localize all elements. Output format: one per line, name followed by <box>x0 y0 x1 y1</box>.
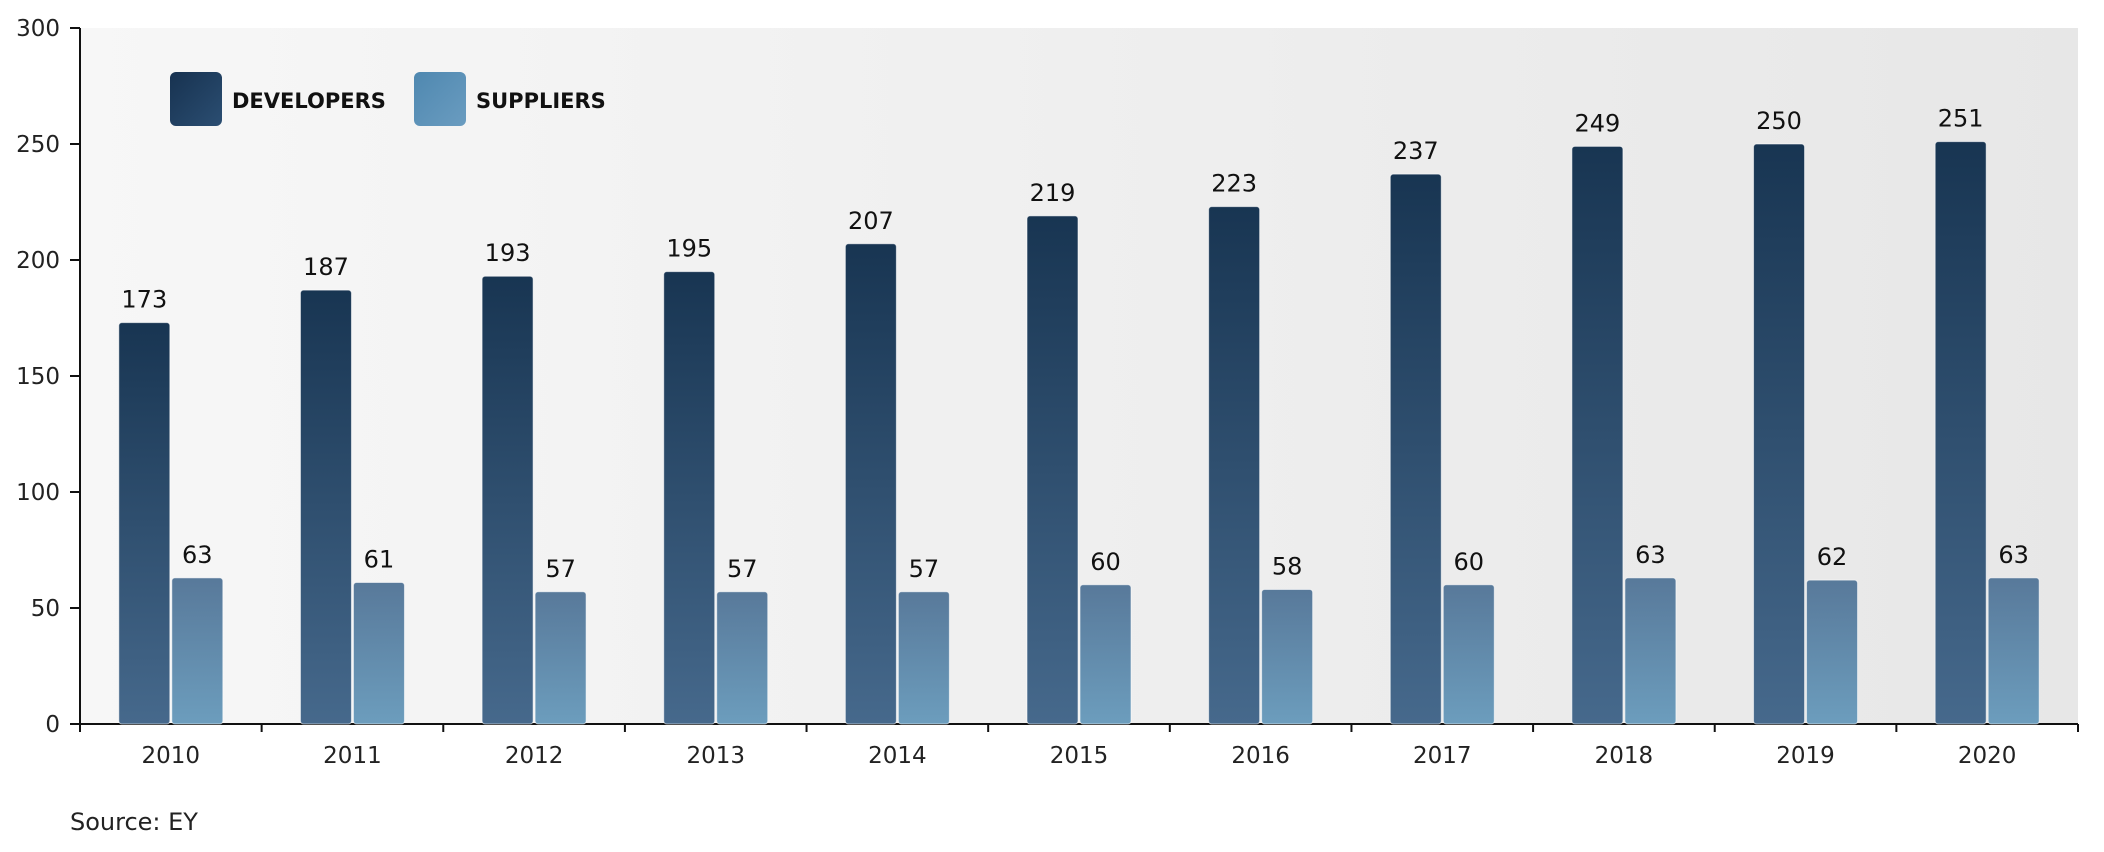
suppliers-value-label: 63 <box>182 541 213 569</box>
suppliers-bar <box>171 577 224 725</box>
developers-bar <box>481 275 534 725</box>
y-tick-label: 100 <box>16 480 60 506</box>
y-tick-label: 250 <box>16 132 60 158</box>
suppliers-value-label: 58 <box>1272 552 1303 580</box>
suppliers-bar <box>897 591 950 725</box>
x-tick-label: 2010 <box>142 743 201 769</box>
developers-bar <box>1026 215 1079 725</box>
developers-value-label: 193 <box>485 239 531 267</box>
developers-bar <box>118 322 171 725</box>
suppliers-value-label: 60 <box>1090 548 1121 576</box>
y-tick-label: 300 <box>16 16 60 42</box>
x-tick-label: 2012 <box>505 743 564 769</box>
suppliers-bar <box>352 581 405 725</box>
y-axis: 0 50 100 150 200 250 300 <box>16 16 81 738</box>
developers-bar <box>663 271 716 725</box>
developers-bar <box>1934 141 1987 725</box>
developers-bar <box>299 289 352 725</box>
suppliers-value-label: 57 <box>545 555 576 583</box>
x-tick-label: 2017 <box>1413 743 1472 769</box>
y-tick-label: 150 <box>16 364 60 390</box>
plot-background <box>80 28 2078 724</box>
x-tick-label: 2015 <box>1050 743 1109 769</box>
legend-swatch-developers <box>170 72 222 126</box>
developers-value-label: 173 <box>121 286 167 314</box>
source-note: Source: EY <box>70 808 198 836</box>
suppliers-value-label: 57 <box>727 555 758 583</box>
developers-value-label: 251 <box>1938 105 1984 133</box>
suppliers-value-label: 62 <box>1817 543 1848 571</box>
developers-value-label: 250 <box>1756 107 1802 135</box>
suppliers-value-label: 57 <box>909 555 940 583</box>
legend-swatch-suppliers <box>414 72 466 126</box>
developers-bar <box>1208 206 1261 725</box>
suppliers-bar <box>1442 584 1495 725</box>
x-tick-label: 2013 <box>686 743 745 769</box>
developers-bar <box>1389 173 1442 725</box>
suppliers-bar <box>1987 577 2040 725</box>
suppliers-bar <box>1079 584 1132 725</box>
suppliers-bar <box>716 591 769 725</box>
suppliers-value-label: 61 <box>364 545 395 573</box>
x-tick-label: 2014 <box>868 743 927 769</box>
legend-label-developers: DEVELOPERS <box>232 89 386 113</box>
developers-value-label: 195 <box>666 235 712 263</box>
data-labels: 173 187 193 195 207 219 223 237 249 250 251 63 61 57 5… <box>121 105 2029 583</box>
x-tick-label: 2018 <box>1595 743 1654 769</box>
suppliers-bar <box>1261 588 1314 725</box>
suppliers-value-label: 60 <box>1453 548 1484 576</box>
legend: DEVELOPERS SUPPLIERS <box>170 72 606 126</box>
suppliers-value-label: 63 <box>1635 541 1666 569</box>
suppliers-value-label: 63 <box>1998 541 2029 569</box>
developers-value-label: 187 <box>303 253 349 281</box>
x-axis: 2010 2011 2012 2013 2014 2015 2016 2017 2018 2019… <box>79 723 2079 769</box>
developers-bar <box>1753 143 1806 725</box>
y-tick-label: 0 <box>45 712 60 738</box>
y-tick-label: 200 <box>16 248 60 274</box>
suppliers-bar <box>1624 577 1677 725</box>
developers-value-label: 223 <box>1211 170 1257 198</box>
developers-value-label: 207 <box>848 207 894 235</box>
x-tick-label: 2019 <box>1776 743 1835 769</box>
y-tick-label: 50 <box>31 596 60 622</box>
developers-value-label: 219 <box>1030 179 1076 207</box>
x-tick-label: 2016 <box>1231 743 1290 769</box>
developers-value-label: 237 <box>1393 137 1439 165</box>
developers-bar <box>1571 145 1624 725</box>
suppliers-bar <box>534 591 587 725</box>
legend-label-suppliers: SUPPLIERS <box>476 89 606 113</box>
bars <box>118 141 2040 725</box>
developers-value-label: 249 <box>1575 109 1621 137</box>
suppliers-bar <box>1806 579 1859 725</box>
x-tick-label: 2020 <box>1958 743 2017 769</box>
developers-bar <box>844 243 897 725</box>
x-tick-label: 2011 <box>323 743 382 769</box>
